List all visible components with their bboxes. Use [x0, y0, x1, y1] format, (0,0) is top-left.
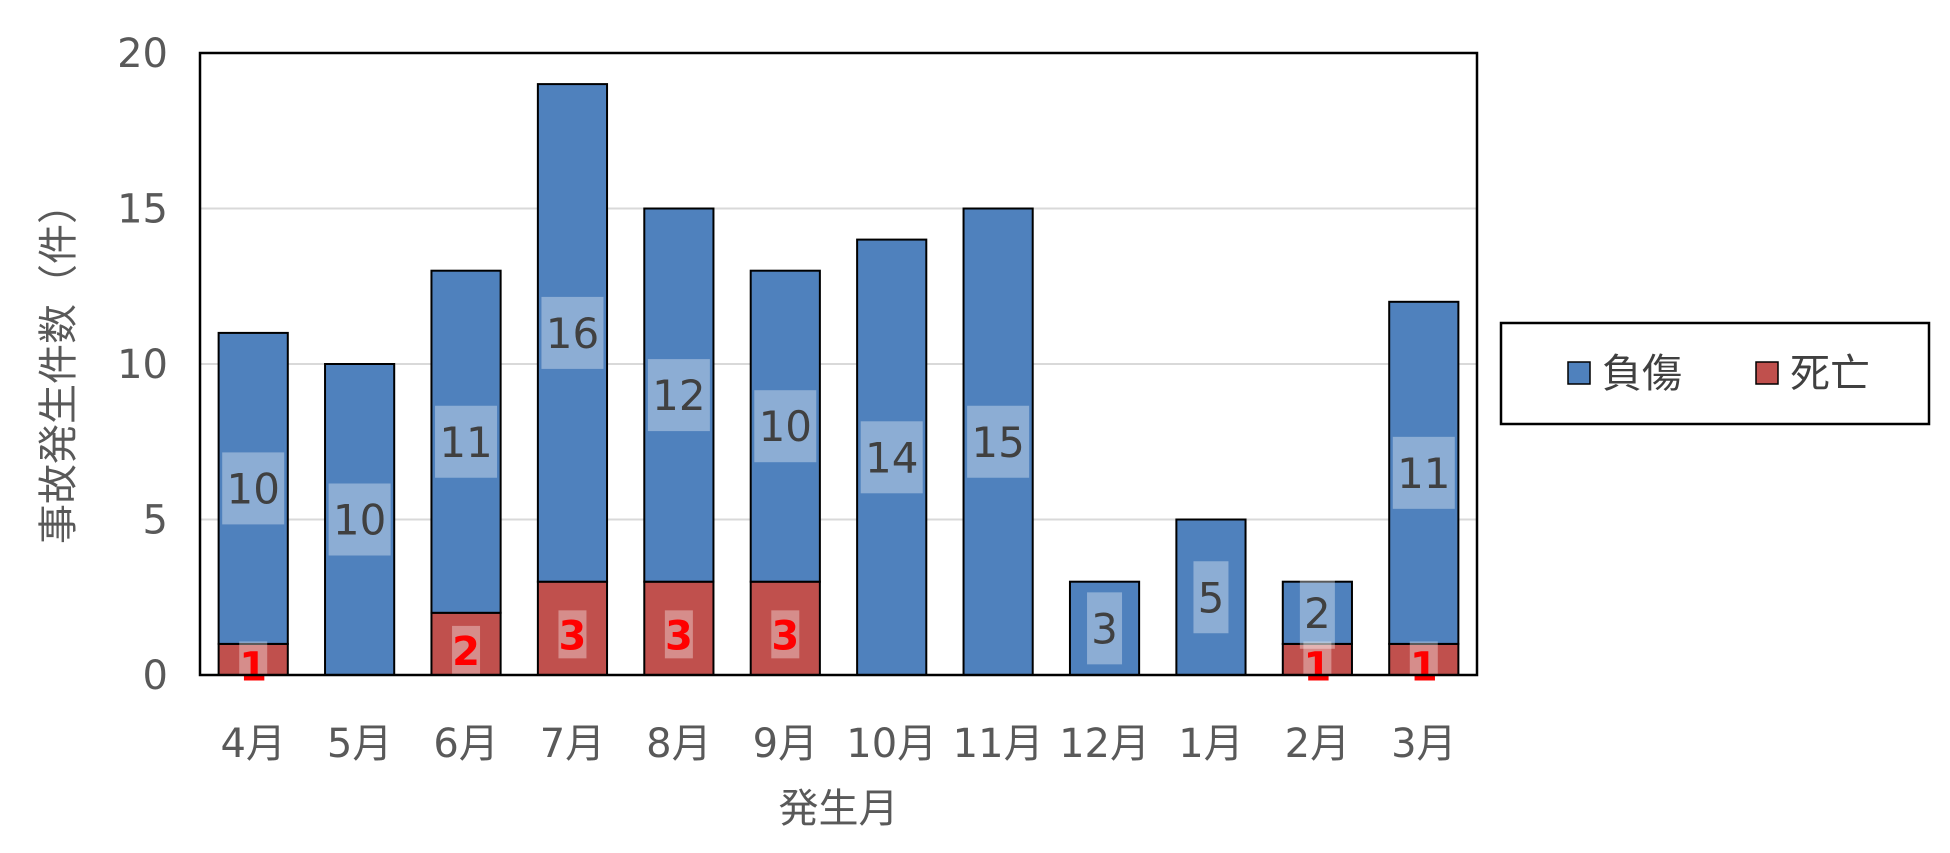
- bar-death: [643, 580, 715, 677]
- data-label-background: [1087, 592, 1123, 665]
- legend-swatch-death: [1755, 361, 1779, 385]
- x-axis-title: 発生月: [779, 786, 899, 832]
- data-label-injury: 11: [1397, 449, 1450, 498]
- plot-area-frame: [198, 51, 1479, 677]
- data-label-background: [1193, 561, 1229, 634]
- data-label-injury: 12: [652, 371, 705, 420]
- legend-label-injury: 負傷: [1602, 351, 1682, 397]
- bar-injury: [643, 207, 715, 583]
- data-label-injury: 10: [226, 464, 279, 513]
- bar-injury: [856, 238, 928, 676]
- y-tick-label: 5: [143, 498, 168, 544]
- gridlines: [200, 207, 1477, 521]
- data-label-background: [1409, 641, 1438, 690]
- data-label-death: 1: [1303, 644, 1331, 690]
- x-tick-label: 5月: [327, 721, 392, 767]
- data-label-injury: 5: [1198, 573, 1225, 622]
- data-label-background: [1299, 576, 1335, 649]
- bar-injury: [217, 331, 289, 645]
- x-tick-label: 6月: [433, 721, 498, 767]
- bar-injury: [749, 269, 821, 583]
- bar-death: [1388, 642, 1460, 677]
- y-tick-label: 0: [143, 653, 168, 699]
- data-label-background: [771, 610, 800, 659]
- x-tick-label: 11月: [953, 721, 1044, 767]
- data-label-background: [1303, 641, 1332, 690]
- x-tick-label: 12月: [1059, 721, 1150, 767]
- x-tick-label: 2月: [1285, 721, 1350, 767]
- bar-death: [1281, 642, 1353, 677]
- bar-injury: [1175, 518, 1247, 676]
- x-axis-ticks: 4月 5月 6月 7月 8月 9月 10月 11月 12月 1月 2月 3月: [220, 721, 1456, 767]
- data-label-death: 1: [1410, 644, 1438, 690]
- bar-injury: [1388, 300, 1460, 645]
- x-tick-label: 8月: [646, 721, 711, 767]
- data-label-background: [860, 421, 923, 494]
- data-label-background: [1392, 436, 1455, 509]
- data-label-background: [664, 610, 693, 659]
- legend-label-death: 死亡: [1790, 351, 1870, 397]
- data-label-injury: 14: [865, 433, 918, 482]
- y-axis-ticks: 0 5 10 15 20: [117, 31, 168, 699]
- x-tick-label: 7月: [540, 721, 605, 767]
- data-label-injury: 10: [759, 402, 812, 451]
- data-label-injury: 15: [971, 418, 1024, 467]
- bar-death: [217, 642, 289, 677]
- data-label-background: [222, 452, 285, 525]
- x-tick-label: 4月: [220, 721, 285, 767]
- x-tick-label: 9月: [753, 721, 818, 767]
- bar-injury: [536, 83, 609, 583]
- x-tick-label: 3月: [1391, 721, 1456, 767]
- y-tick-label: 15: [117, 187, 168, 233]
- bar-injury: [324, 363, 396, 676]
- data-label-injury: 11: [439, 418, 492, 467]
- data-label-background: [754, 390, 817, 463]
- data-label-death: 2: [452, 629, 480, 675]
- x-tick-label: 1月: [1178, 721, 1243, 767]
- data-label-background: [541, 296, 604, 369]
- bar-injury: [1281, 580, 1353, 645]
- y-axis-title: 事故発生件数（件）: [36, 184, 82, 544]
- data-label-background: [239, 641, 268, 690]
- data-label-death: 1: [239, 644, 267, 690]
- data-label-injury: 10: [333, 496, 386, 545]
- x-tick-label: 10月: [846, 721, 937, 767]
- y-tick-label: 10: [117, 342, 168, 388]
- data-label-background: [967, 405, 1030, 478]
- data-label-injury: 16: [546, 309, 599, 358]
- data-label-background: [647, 359, 710, 432]
- bar-injury: [430, 269, 502, 614]
- data-label-death: 3: [665, 613, 693, 659]
- bar-injury: [962, 207, 1034, 676]
- legend: 負傷 死亡: [1499, 321, 1931, 426]
- data-label-death: 3: [559, 613, 587, 659]
- data-label-background: [452, 625, 481, 674]
- data-label-injury: 3: [1091, 604, 1118, 653]
- bar-injury: [1068, 580, 1141, 677]
- legend-swatch-injury: [1567, 361, 1591, 385]
- data-label-background: [328, 483, 391, 556]
- data-label-injury: 2: [1304, 589, 1331, 638]
- data-label-background: [435, 405, 498, 478]
- data-label-background: [558, 610, 587, 659]
- y-tick-label: 20: [117, 31, 168, 77]
- data-label-death: 3: [771, 613, 799, 659]
